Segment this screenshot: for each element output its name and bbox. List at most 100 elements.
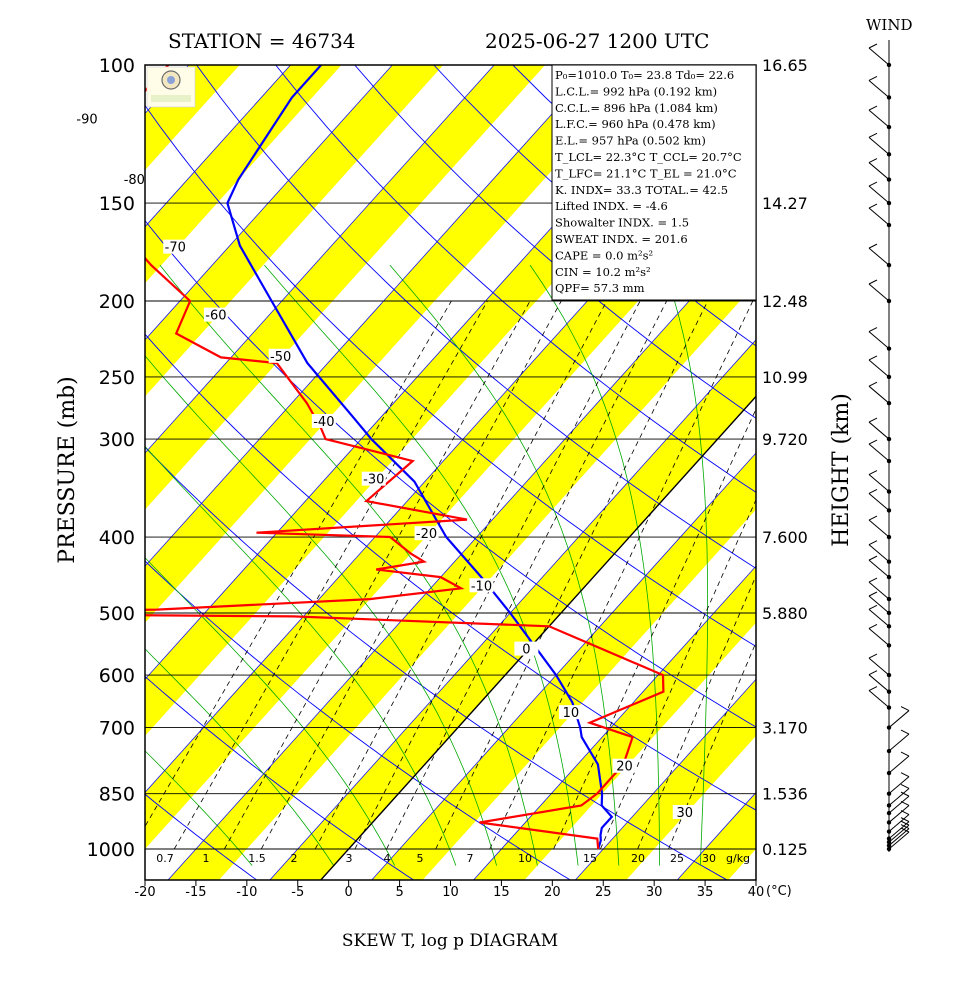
logo-seal-center-icon [167,76,175,84]
dry-adiabat [145,560,572,880]
wind-barb-icon [868,674,890,693]
isotherm-line [269,339,756,880]
moist-adiabat [662,264,708,866]
index-line: QPF= 57.3 mm [555,281,645,295]
wind-barb-icon [868,690,890,708]
index-line: L.C.L.= 992 hPa (0.192 km) [555,84,717,98]
wind-barb-feather-icon [868,327,878,333]
wind-barb-icon [888,814,910,832]
height-tick: 9.720 [762,430,808,449]
isotherm-label: -40 [313,415,334,430]
x-tick-label: 15 [493,885,510,900]
dry-adiabat [145,793,258,880]
wind-barb-icon [868,109,890,128]
wind-barb-feather-icon [868,555,878,561]
height-tick: 16.65 [762,56,808,75]
mixing-ratio-label: 4 [384,852,391,865]
index-line: CIN = 10.2 m²s² [555,265,651,279]
wind-barb-icon [868,581,890,600]
isotherm-label: -20 [416,527,437,542]
isotherm-bands [145,65,756,880]
mixing-ratio-label: 2 [291,852,298,865]
mixing-ratio-label: 15 [583,852,597,865]
height-tick: 3.170 [762,719,808,738]
pressure-tick: 500 [99,603,135,625]
wind-barb-icon [868,80,890,98]
isotherm-line [0,0,53,881]
isotherm-label-bg [414,526,439,541]
isotherm-label: -10 [471,579,492,594]
index-line: L.F.C.= 960 hPa (0.478 km) [555,117,716,131]
pressure-tick: 300 [99,429,135,451]
temperature-curve [145,65,665,850]
moist-adiabat [145,648,335,866]
isotherm-label: 20 [616,760,633,775]
datetime-title: 2025-06-27 1200 UTC [485,29,709,53]
isotherm-line [371,452,756,880]
x-tick-label: 5 [395,885,403,900]
mixing-ratio-label: 20 [631,852,645,865]
isotherm-label-bg [75,111,100,126]
wind-barb-feather-icon [900,820,910,826]
wind-barb-feather-icon [868,158,878,164]
wind-barb-feather-icon [868,623,878,629]
isotherm-label-bg [672,805,697,820]
mixing-ratio-line [637,574,756,850]
wind-barb-icon [868,162,890,180]
height-tick: 5.880 [762,604,808,623]
wind-barb-feather-icon [868,653,878,659]
wind-barb-feather-icon [868,203,878,209]
isotherm-label: -50 [270,350,291,365]
wind-barb-icon [868,385,890,404]
isotherm-label: -70 [165,241,186,256]
dry-adiabat [888,0,960,882]
isotherm-label-bg [361,471,386,486]
wind-barb-feather-icon [868,355,878,361]
isotherm-label: 0 [522,643,530,658]
mixing-ratio-label: 1 [203,852,210,865]
wind-barb-feather-icon [868,470,878,475]
wind-barb-feather-icon [868,604,878,610]
isotherm-label-bg [469,578,494,593]
isotherm-label-bg [122,171,147,186]
wind-barb-feather-icon [868,132,878,138]
wind-barb-icon [868,559,890,578]
wind-barb-icon [888,821,910,840]
mixing-ratio-lines [145,300,756,850]
isotherm-label: -60 [205,309,226,324]
mixing-ratio-line [314,300,608,850]
x-tick-label: 40 [748,885,765,900]
x-tick-label: 30 [646,885,663,900]
index-line: SWEAT INDX. = 201.6 [555,232,688,246]
mixing-ratio-line [145,300,452,828]
wind-barb-feather-icon [868,670,878,676]
index-line: T_LFC= 21.1°C T_EL = 21.0°C [555,166,737,180]
index-box-frame [551,64,757,301]
wind-barb-feather-icon [868,43,878,49]
wind-title: WIND [866,16,913,34]
dry-adiabat [145,446,728,880]
wind-barb-feather-icon [868,540,878,546]
isotherm-band [145,65,342,284]
pressure-tick: 200 [99,291,135,313]
wind-barb-feather-icon [868,439,878,445]
mixing-ratio-line [668,641,756,850]
wind-barb-column [868,40,910,852]
wind-barb-feather-icon [900,784,910,789]
isotherm-line [473,565,756,880]
index-line: K. INDX= 33.3 TOTAL.= 42.5 [555,183,728,197]
mixing-ratio-line [386,300,668,850]
moist-adiabat [264,264,579,866]
station-logo [146,66,196,108]
wind-barb-icon [868,247,890,266]
x-tick-label: -10 [236,885,257,900]
height-tick: 14.27 [762,194,808,213]
wind-barb-feather-icon [900,791,910,797]
isotherm-label-bg [311,413,336,428]
wind-barb-icon [868,657,890,676]
moist-adiabats [145,264,708,866]
wind-barb-feather-icon [900,817,910,823]
x-tick-label: 25 [595,885,612,900]
dry-adiabat [0,0,102,882]
wind-barb-feather-icon [868,489,878,494]
